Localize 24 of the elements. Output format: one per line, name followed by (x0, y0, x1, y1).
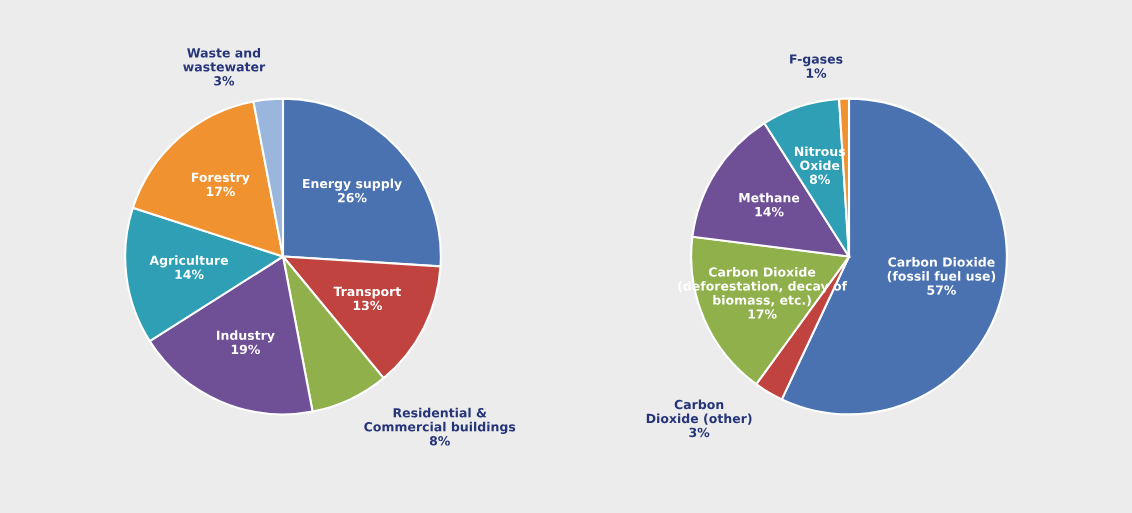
data-label: 17% (748, 309, 777, 319)
data-label: 14% (175, 269, 204, 280)
data-label: 1% (806, 68, 827, 78)
data-label: 26% (338, 192, 367, 203)
data-label: 17% (206, 186, 235, 197)
slice-label: Energy supply (303, 178, 402, 191)
slice-label: Carbon Dioxide (fossil fuel use) (887, 257, 996, 283)
slice-label: F-gases (790, 54, 843, 67)
slice-label: Waste and wastewater (183, 47, 266, 72)
slice-label: Carbon Dioxide (other) (646, 399, 752, 425)
slice-label: Industry (216, 330, 275, 343)
slice-label: Residential & Commercial buildings (364, 407, 516, 434)
slice-label: Transport (333, 286, 401, 299)
data-label: 3% (214, 76, 235, 86)
data-label: 3% (689, 427, 710, 438)
data-label: 8% (429, 436, 450, 446)
data-label: 13% (353, 300, 382, 311)
data-label: 14% (755, 206, 784, 217)
slice-label: Agriculture (149, 255, 229, 268)
data-label: 57% (927, 285, 956, 295)
data-label: 8% (809, 174, 830, 185)
slice-label: Methane (739, 192, 800, 203)
data-label: 19% (231, 344, 260, 355)
slice-label: Forestry (192, 172, 250, 185)
